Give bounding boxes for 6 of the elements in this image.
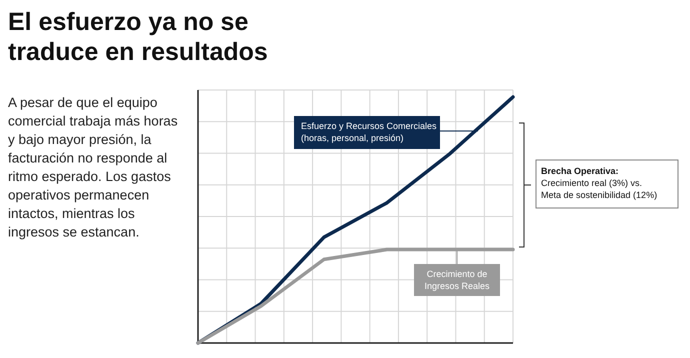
- text: Brecha Operativa:: [541, 166, 619, 176]
- chart-title: El esfuerzo ya no se traduce en resultados: [8, 8, 268, 66]
- text: A pesar de que el equipo comercial trabaja más horas y bajo mayor presión, la facturación no responde al ritmo esperado. Los gastos operativos permanecen intactos, mientras los ingresos se estancan.: [8, 95, 178, 240]
- text: Crecimiento real (3%) vs. Meta de sostenibilidad (12%): [541, 178, 658, 200]
- text: Crecimiento de Ingresos Reales: [424, 269, 490, 291]
- legend-label: Esfuerzo y Recursos Comerciales (horas, personal, presión): [301, 121, 438, 143]
